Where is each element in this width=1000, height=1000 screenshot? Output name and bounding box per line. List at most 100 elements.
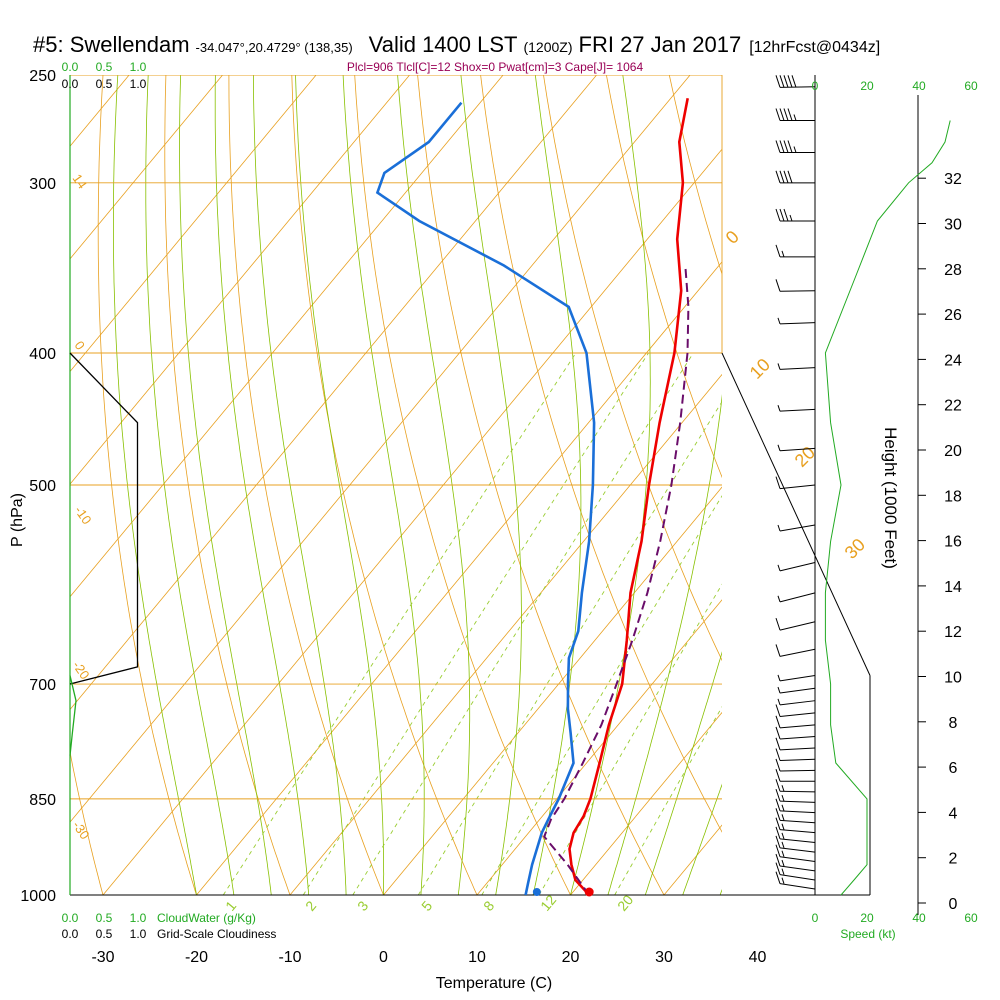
isotherm-label: -10 [72,503,95,527]
wind-barb [775,617,816,631]
mixing-ratio-label: 2 [302,898,319,914]
isotherm-line [70,75,410,485]
mixing-ratio-line [302,352,649,895]
wind-barb [775,208,815,222]
wind-barb [777,444,816,452]
cloud-cover-label: Grid-Scale Cloudiness [157,927,276,941]
x-tick-label: -30 [91,949,114,966]
plot-area [70,75,722,895]
sounding-profiles [375,97,690,897]
temperature-profile [568,97,689,895]
height-tick-label: 16 [944,534,962,551]
moist-adiabat-line [253,75,347,895]
moist-adiabat-line [682,783,722,895]
terrain-line [721,352,871,676]
mixing-ratio-line [538,583,722,895]
wind-barb [775,779,816,793]
wind-barb [775,715,816,729]
wind-speed-label: Speed (kt) [840,927,895,941]
mixing-ratio-label: 3 [354,898,371,914]
x-tick-label: 30 [655,949,673,966]
pressure-tick-label: 700 [29,677,56,694]
surface-temperature-dot [584,887,594,897]
wind-barb [775,726,816,740]
dry-adiabat-line [97,75,197,895]
mixing-ratio-line [222,352,577,895]
wind-barb [775,704,816,717]
dry-adiabat-line [164,75,291,895]
height-tick-label: 6 [949,760,958,777]
isotherm-line [70,75,317,373]
moist-adiabat-line [342,75,425,895]
moist-adiabat-line [719,889,722,895]
cloud-cover-scale-bottom: 1.0 [130,927,147,941]
cloud-water-profile [69,675,77,756]
wind-barb [775,737,816,751]
moist-adiabat-line [397,75,471,895]
cloud-water-scale-top: 0.0 [62,60,79,74]
height-tick-label: 10 [944,670,962,687]
side-panels [69,75,951,896]
cloud-cover-profile [69,352,139,685]
isotherm-line [476,599,722,895]
x-axis-label: Temperature (C) [436,975,552,992]
mixing-ratio-line [352,352,694,895]
cloud-water-scale-bottom: 0.5 [96,911,113,925]
wind-barb [775,798,816,814]
wind-barb [777,524,816,532]
height-tick-label: 8 [949,715,958,732]
wind-barb [775,140,815,154]
isotherm-line [70,75,223,260]
y-axis-label: P (hPa) [9,493,26,547]
height-tick-label: 32 [944,171,962,188]
pressure-tick-label: 850 [29,792,56,809]
moist-adiabat-line [644,651,722,895]
dry-adiabat-label: 30 [841,535,869,563]
wind-speed-tick-top: 40 [912,79,926,93]
wind-barb [775,844,816,863]
height-axis-label: Height (1000 Feet) [881,427,900,569]
wind-barb [777,698,816,706]
pressure-tick-label: 300 [29,176,56,193]
cloud-water-label: CloudWater (g/Kg) [157,911,256,925]
wind-barb [775,826,816,843]
wind-barb [775,769,815,782]
dry-adiabat-line [228,75,384,895]
wind-barb [775,862,816,881]
wind-barb [777,363,816,370]
wind-barb [777,686,816,694]
wind-barb [775,748,816,762]
x-tick-label: 40 [749,949,767,966]
dry-adiabat-line [291,75,478,895]
dry-adiabat-label: 0 [722,227,743,248]
x-tick-label: 0 [379,949,388,966]
height-tick-label: 2 [949,851,958,868]
pressure-tick-label: 250 [29,68,56,85]
isotherm-line [383,486,722,895]
cloud-cover-scale-top: 1.0 [130,77,147,91]
wind-barb [775,108,815,122]
wind-barb [775,75,816,88]
isotherm-label: -30 [70,818,93,842]
wind-barb [777,592,816,603]
wind-speed-tick-bottom: 20 [860,911,874,925]
chart-text: -30 -20 -10 0 10 20 30 402503004005007008501000… [9,32,978,992]
wind-barb [775,817,816,834]
surface-dewpoint-dot [532,888,541,896]
cloud-cover-scale-bottom: 0.5 [96,927,113,941]
wind-barb [775,644,816,657]
wind-barb [777,674,816,682]
height-tick-label: 24 [944,352,962,369]
cloud-cover-scale-bottom: 0.0 [62,927,79,941]
dry-adiabat-line [605,75,722,479]
wind-speed-profile [824,120,951,896]
isotherm-label: 14 [70,171,91,191]
x-tick-label: -20 [185,949,208,966]
wind-speed-tick-top: 0 [812,79,819,93]
chart-subtitle: Plcl=906 Tlcl[C]=12 Shox=0 Pwat[cm]=3 Ca… [347,60,644,74]
moist-adiabat-line [460,75,522,895]
wind-speed-tick-bottom: 60 [964,911,978,925]
x-tick-label: 10 [468,949,486,966]
x-tick-label: 20 [562,949,580,966]
